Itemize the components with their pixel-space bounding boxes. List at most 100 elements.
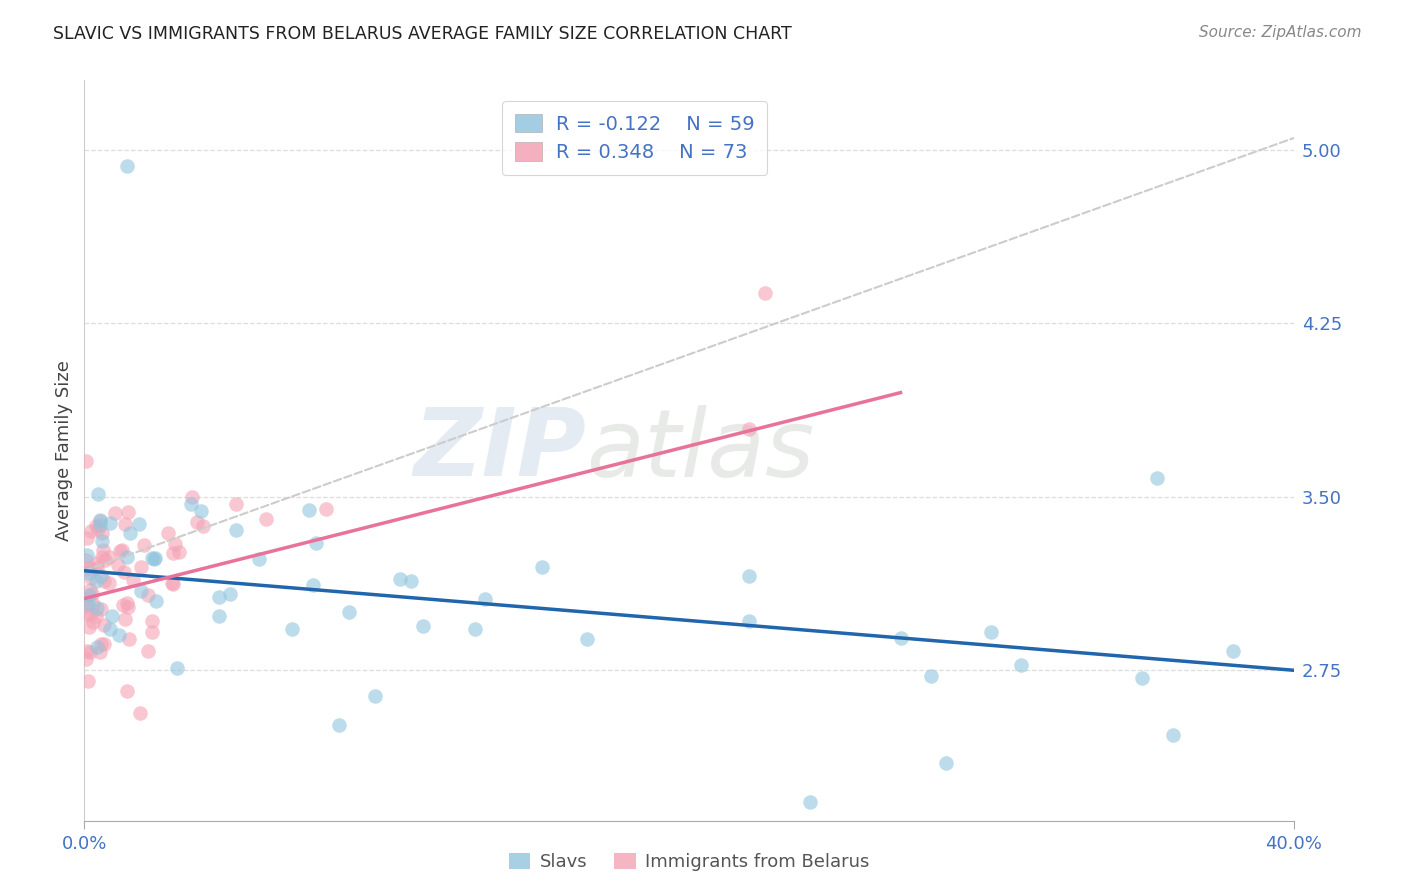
Point [82, 615, 104, 629]
Point [129, 584, 152, 599]
Point [91, 543, 114, 558]
Point [89, 512, 111, 526]
Point [77, 620, 100, 634]
Point [738, 422, 761, 436]
Point [114, 612, 136, 626]
Point [180, 490, 202, 504]
Point [80, 571, 103, 585]
Point [120, 526, 142, 541]
Point [91, 526, 114, 541]
Point [112, 565, 135, 579]
Point [186, 515, 208, 529]
Point [77, 588, 100, 602]
Point [108, 544, 131, 558]
Point [90, 637, 112, 651]
Point [79, 561, 101, 575]
Point [86, 640, 108, 654]
Point [75, 651, 97, 665]
Point [305, 536, 328, 550]
Point [90, 569, 112, 583]
Point [399, 574, 422, 588]
Point [190, 504, 212, 518]
Point [77, 597, 100, 611]
Point [100, 622, 122, 636]
Point [115, 550, 138, 565]
Point [100, 608, 122, 623]
Point [84, 518, 107, 533]
Legend: Slavs, Immigrants from Belarus: Slavs, Immigrants from Belarus [502, 846, 876, 879]
Text: atlas: atlas [586, 405, 814, 496]
Point [328, 718, 350, 732]
Point [254, 512, 277, 526]
Point [225, 523, 247, 537]
Point [117, 505, 139, 519]
Point [165, 537, 187, 551]
Point [980, 625, 1002, 640]
Point [180, 497, 202, 511]
Point [754, 286, 776, 301]
Point [141, 551, 163, 566]
Point [75, 591, 97, 606]
Point [298, 502, 321, 516]
Point [100, 516, 122, 531]
Point [162, 546, 184, 560]
Point [80, 524, 103, 539]
Point [91, 534, 114, 549]
Point [93, 637, 115, 651]
Point [281, 622, 304, 636]
Point [1011, 657, 1033, 672]
Point [738, 569, 761, 583]
Point [87, 486, 110, 500]
Point [302, 578, 325, 592]
Point [89, 645, 111, 659]
Point [93, 553, 115, 567]
Point [79, 645, 101, 659]
Point [111, 543, 134, 558]
Point [129, 559, 152, 574]
Point [464, 622, 486, 636]
Point [1161, 728, 1184, 742]
Text: SLAVIC VS IMMIGRANTS FROM BELARUS AVERAGE FAMILY SIZE CORRELATION CHART: SLAVIC VS IMMIGRANTS FROM BELARUS AVERAG… [53, 25, 792, 43]
Y-axis label: Average Family Size: Average Family Size [55, 360, 73, 541]
Point [76, 531, 98, 545]
Point [82, 597, 104, 611]
Point [156, 526, 179, 541]
Point [145, 594, 167, 608]
Point [247, 552, 270, 566]
Point [118, 632, 141, 646]
Point [388, 572, 411, 586]
Point [219, 587, 242, 601]
Point [75, 599, 97, 614]
Point [208, 590, 231, 604]
Point [75, 553, 97, 567]
Point [128, 517, 150, 532]
Point [89, 517, 111, 532]
Point [412, 618, 434, 632]
Point [225, 497, 247, 511]
Point [208, 609, 231, 624]
Point [162, 575, 184, 590]
Point [115, 596, 138, 610]
Point [93, 618, 115, 632]
Point [920, 669, 942, 683]
Point [86, 601, 108, 615]
Point [315, 502, 337, 516]
Point [84, 609, 107, 624]
Point [98, 549, 121, 564]
Point [141, 614, 163, 628]
Point [86, 560, 108, 574]
Point [107, 558, 129, 572]
Point [77, 674, 100, 689]
Point [80, 587, 103, 601]
Point [738, 614, 761, 628]
Point [117, 599, 139, 614]
Point [1222, 643, 1244, 657]
Point [363, 689, 385, 703]
Text: Source: ZipAtlas.com: Source: ZipAtlas.com [1198, 25, 1361, 40]
Point [93, 574, 115, 589]
Point [143, 551, 166, 566]
Point [115, 159, 138, 173]
Point [142, 552, 165, 566]
Point [79, 583, 101, 598]
Point [79, 566, 101, 580]
